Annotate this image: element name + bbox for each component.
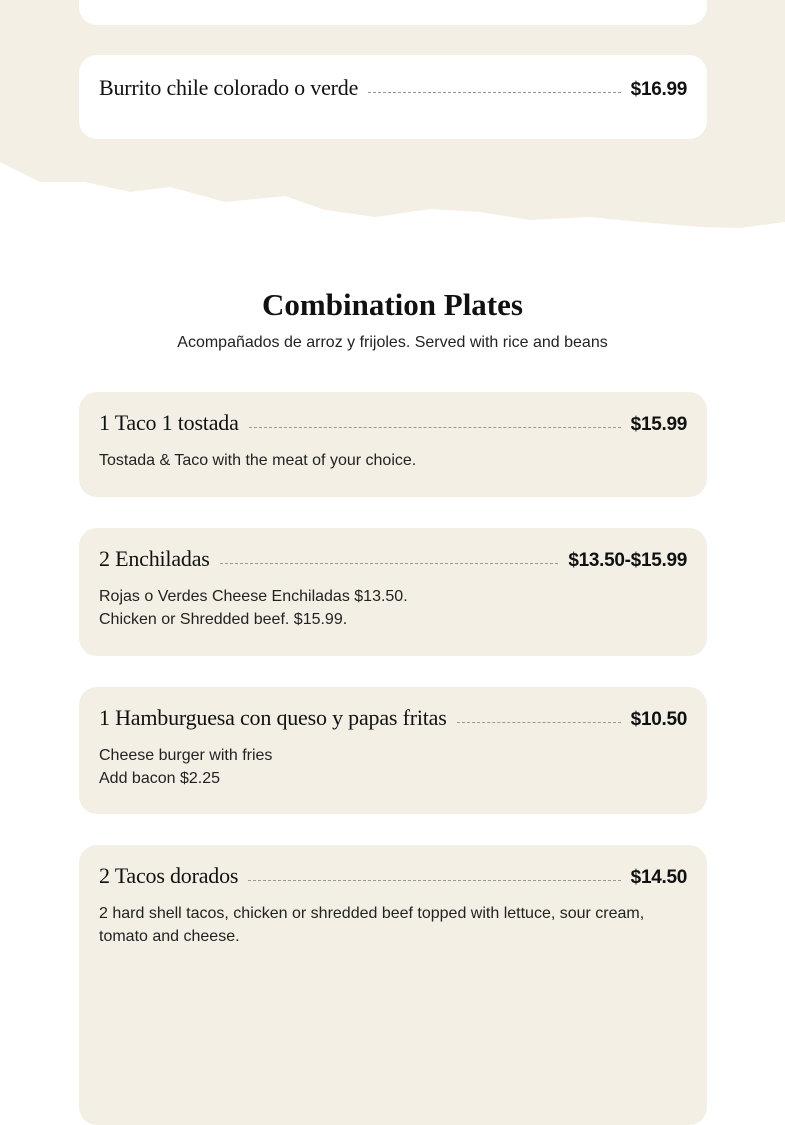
dotted-leader <box>219 563 559 564</box>
dotted-leader <box>248 427 621 428</box>
menu-item-card: 1 Hamburguesa con queso y papas fritas $… <box>79 687 707 814</box>
item-price: $13.50-$15.99 <box>568 550 687 571</box>
menu-item-card: 2 Tacos dorados $14.50 2 hard shell taco… <box>79 845 707 1125</box>
menu-item-card: 2 Enchiladas $13.50-$15.99 Rojas o Verde… <box>79 528 707 656</box>
item-title: 2 Enchiladas <box>99 546 210 571</box>
item-description: 2 hard shell tacos, chicken or shredded … <box>99 905 645 945</box>
item-price: $16.99 <box>630 79 688 100</box>
item-title: 2 Tacos dorados <box>99 863 239 888</box>
item-title: 1 Taco 1 tostada <box>99 410 239 435</box>
dotted-leader <box>368 92 621 93</box>
item-description: Rojas o Verdes Cheese Enchiladas $13.50.… <box>99 588 408 628</box>
menu-item-card-previous <box>79 0 707 25</box>
dotted-leader <box>456 722 621 723</box>
item-price: $15.99 <box>630 414 688 435</box>
menu-item-card: 1 Taco 1 tostada $15.99 Tostada & Taco w… <box>79 392 707 497</box>
item-title: 1 Hamburguesa con queso y papas fritas <box>99 705 447 730</box>
section-subtitle: Acompañados de arroz y frijoles. Served … <box>177 334 608 351</box>
item-description: Cheese burger with fries Add bacon $2.25 <box>99 747 273 787</box>
menu-item-card: Burrito chile colorado o verde $16.99 <box>79 55 707 139</box>
item-description: Tostada & Taco with the meat of your cho… <box>99 452 417 469</box>
section-title: Combination Plates <box>262 287 523 322</box>
item-title: Burrito chile colorado o verde <box>99 75 359 100</box>
item-price: $10.50 <box>630 709 688 730</box>
dotted-leader <box>248 880 621 881</box>
item-price: $14.50 <box>630 867 688 888</box>
